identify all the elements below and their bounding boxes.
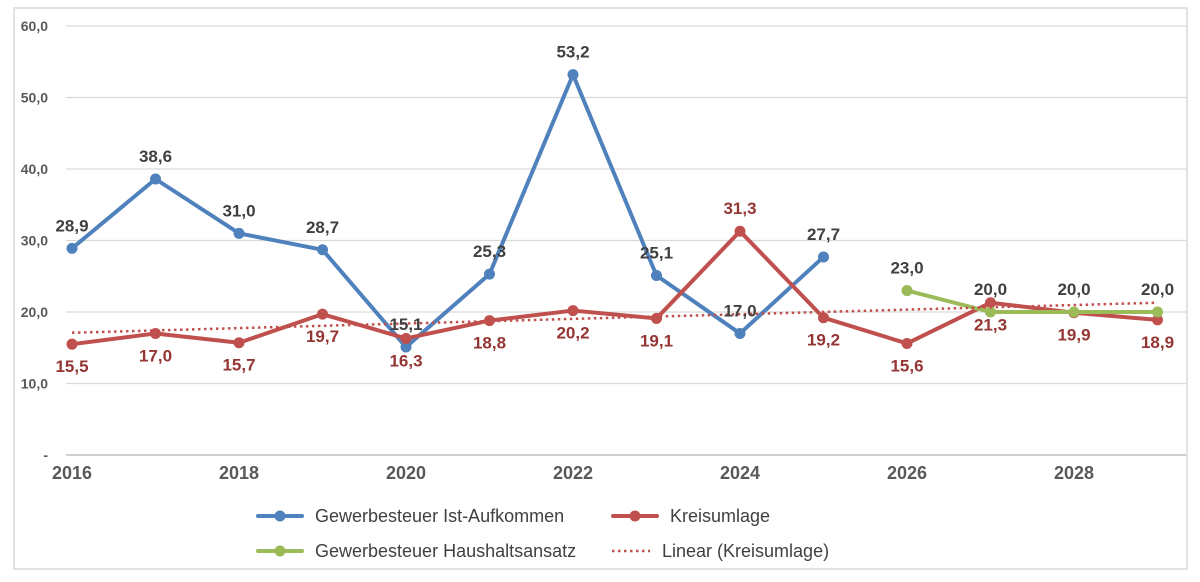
data-label: 19,1 — [640, 331, 673, 350]
data-point — [317, 244, 328, 256]
data-label: 25,3 — [473, 242, 506, 261]
data-point — [484, 315, 495, 327]
data-point — [985, 306, 996, 318]
data-label: 15,7 — [222, 356, 255, 375]
legend-item-gewerbesteuer-ist-aufkommen: Gewerbesteuer Ist-Aufkommen — [256, 502, 611, 530]
legend-marker-line-dot-blue — [256, 508, 304, 524]
data-label: 21,3 — [974, 316, 1007, 335]
data-point — [233, 337, 245, 349]
data-label: 31,3 — [723, 199, 756, 218]
data-point — [567, 69, 579, 81]
data-labels-gewerbesteuer-ist-aufkommen: 28,9 38,6 31,0 28,7 15,1 25,3 53,2 25,1 17,0 27,7 — [55, 43, 840, 334]
data-label: 31,0 — [222, 201, 255, 220]
legend-item-gewerbesteuer-haushaltsansatz: Gewerbesteuer Haushaltsansatz — [256, 537, 611, 565]
data-label: 38,6 — [139, 147, 172, 166]
data-label: 15,5 — [55, 357, 88, 376]
data-point — [901, 285, 913, 297]
data-point — [317, 308, 328, 320]
data-point — [1152, 306, 1163, 318]
data-point — [400, 332, 412, 344]
data-label: 18,8 — [473, 334, 506, 353]
data-point — [1068, 306, 1080, 318]
data-labels-gewerbesteuer-haushaltsansatz: 23,0 20,0 20,0 20,0 — [890, 259, 1174, 299]
legend-label: Linear (Kreisumlage) — [662, 540, 830, 561]
data-label: 23,0 — [890, 259, 923, 278]
data-point — [734, 327, 746, 339]
data-label: 15,6 — [890, 356, 923, 375]
x-tick-label: 2026 — [887, 463, 927, 483]
legend-label: Kreisumlage — [670, 505, 771, 526]
data-point — [1152, 314, 1163, 326]
data-point — [150, 173, 161, 185]
y-tick-label: 50,0 — [21, 90, 48, 106]
series-gewerbesteuer-haushaltsansatz — [901, 285, 1163, 318]
x-tick-label: 2028 — [1054, 463, 1094, 483]
data-label: 20,0 — [974, 280, 1007, 299]
legend-marker-line-dot-red — [611, 508, 659, 524]
data-point — [233, 227, 245, 239]
data-label: 19,9 — [1057, 326, 1090, 345]
legend-label: Gewerbesteuer Ist-Aufkommen — [315, 505, 565, 526]
data-label: 18,9 — [1141, 333, 1174, 352]
legend-marker-line-dot-green — [256, 543, 304, 559]
data-point — [985, 297, 996, 309]
y-tick-label: - — [43, 447, 48, 463]
data-point — [400, 341, 412, 353]
x-tick-label: 2018 — [219, 463, 259, 483]
legend-item-linear-kreisumlage: Linear (Kreisumlage) — [611, 537, 829, 565]
data-point — [484, 268, 495, 280]
data-label: 27,7 — [807, 225, 840, 244]
series-gewerbesteuer-ist-aufkommen — [66, 69, 829, 353]
data-label: 28,9 — [55, 216, 88, 235]
data-label: 20,0 — [1141, 280, 1174, 299]
data-point — [901, 337, 913, 349]
data-label: 25,1 — [640, 244, 673, 263]
y-tick-label: 40,0 — [21, 161, 48, 177]
data-label: 20,0 — [1057, 280, 1090, 299]
data-label: 17,0 — [723, 301, 756, 320]
data-point — [651, 270, 662, 282]
data-label: 19,7 — [306, 327, 339, 346]
y-tick-label: 20,0 — [21, 304, 48, 320]
data-point — [651, 312, 662, 324]
trendline-linear-kreisumlage — [71, 301, 1158, 334]
legend-item-kreisumlage: Kreisumlage — [611, 502, 829, 530]
x-tick-label: 2024 — [720, 463, 760, 483]
data-label: 20,2 — [556, 324, 589, 343]
x-tick-label: 2016 — [52, 463, 92, 483]
y-axis-labels: 60,0 50,0 40,0 30,0 20,0 10,0 - — [21, 18, 49, 463]
data-labels-kreisumlage: 15,5 17,0 15,7 19,7 16,3 18,8 20,2 19,1 31,3 19,2… — [55, 199, 1174, 376]
x-tick-label: 2020 — [386, 463, 426, 483]
data-label: 53,2 — [556, 43, 589, 62]
data-point — [66, 338, 78, 350]
data-label: 28,7 — [306, 218, 339, 237]
data-point — [66, 242, 78, 254]
x-axis-labels: 2016 2018 2020 2022 2024 2026 2028 — [52, 463, 1094, 483]
legend-marker-dotted-line-red — [611, 543, 651, 559]
data-label: 17,0 — [139, 346, 172, 365]
y-tick-label: 10,0 — [21, 376, 48, 392]
chart-legend: Gewerbesteuer Ist-Aufkommen Kreisumlage … — [256, 502, 829, 565]
data-point — [567, 305, 579, 317]
chart-frame — [13, 7, 1188, 570]
data-label: 15,1 — [389, 315, 422, 334]
data-label: 16,3 — [389, 351, 422, 370]
data-point — [818, 312, 829, 324]
x-tick-label: 2022 — [553, 463, 593, 483]
legend-label: Gewerbesteuer Haushaltsansatz — [315, 540, 577, 561]
data-point — [734, 225, 746, 237]
data-point — [818, 251, 829, 263]
data-label: 19,2 — [807, 331, 840, 350]
y-tick-label: 60,0 — [21, 18, 48, 34]
y-tick-label: 30,0 — [21, 233, 48, 249]
gridlines — [66, 25, 1186, 456]
